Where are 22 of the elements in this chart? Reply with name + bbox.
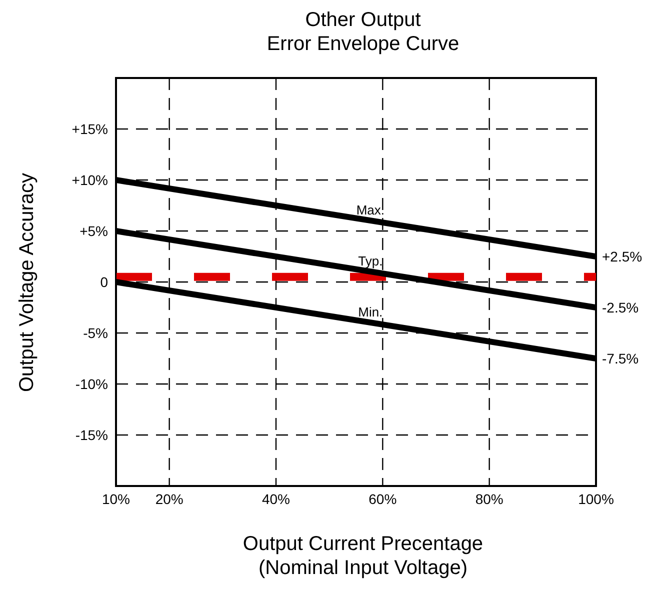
data-label: +2.5% xyxy=(602,248,642,264)
data-label: -7.5% xyxy=(602,350,639,366)
y-tick-label: -5% xyxy=(83,324,108,341)
y-axis-title: Output Voltage Accuracy xyxy=(16,172,38,392)
x-axis-title: Output Current Precentage (Nominal Input Voltage) xyxy=(242,532,484,580)
y-tick-label: -15% xyxy=(75,426,108,443)
y-tick-label: +5% xyxy=(80,222,108,239)
y-tick-label: -10% xyxy=(75,376,108,392)
y-tick-label: +10% xyxy=(72,172,108,188)
series-label: Max. xyxy=(356,202,384,218)
y-tick-label: 0 xyxy=(100,274,108,290)
x-tick-label: 100% xyxy=(578,490,614,507)
x-tick-label: 20% xyxy=(155,490,184,507)
y-tick-label: +15% xyxy=(72,120,108,137)
data-label: -2.5% xyxy=(602,299,639,316)
x-tick-label: 60% xyxy=(368,490,397,507)
series-label: Typ. xyxy=(358,254,383,269)
x-tick-label: 10% xyxy=(102,490,130,507)
x-tick-label: 40% xyxy=(262,490,290,507)
chart-title: Other Output Error Envelope Curve xyxy=(266,8,460,56)
series-label: Min. xyxy=(358,304,383,320)
x-tick-label: 80% xyxy=(475,490,504,507)
